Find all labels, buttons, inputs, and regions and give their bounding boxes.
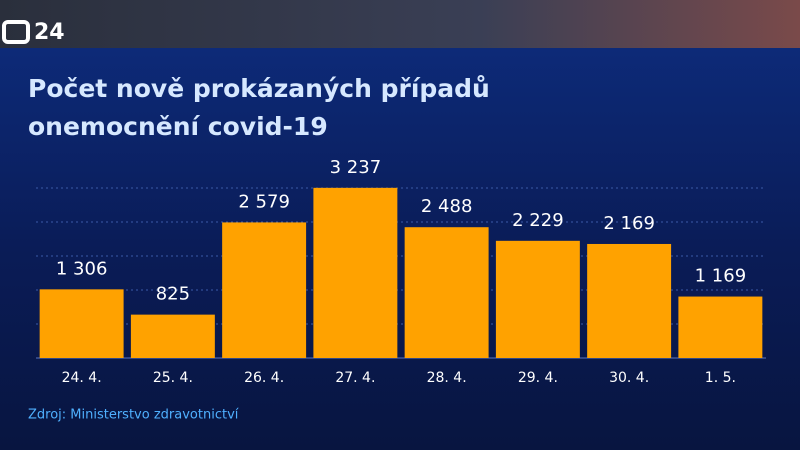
x-tick-label: 26. 4. <box>244 370 284 386</box>
x-tick-label: 27. 4. <box>335 370 375 386</box>
x-tick-label: 24. 4. <box>62 370 102 386</box>
bar <box>495 240 580 358</box>
bar <box>313 187 398 358</box>
bar <box>587 243 672 358</box>
bar <box>39 289 124 358</box>
source: Zdroj: Ministerstvo zdravotnictví <box>28 408 239 423</box>
channel-logo: 24 <box>34 20 65 45</box>
bar <box>130 314 215 358</box>
value-label: 1 306 <box>56 258 108 279</box>
value-label: 2 579 <box>238 191 290 212</box>
value-label: 2 488 <box>421 196 473 217</box>
top-strip <box>0 0 800 50</box>
value-label: 825 <box>156 284 190 305</box>
bar <box>222 222 307 358</box>
logo: 24 <box>2 20 65 45</box>
x-tick-label: 29. 4. <box>518 370 558 386</box>
x-tick-label: 25. 4. <box>153 370 193 386</box>
bar <box>404 227 489 358</box>
value-label: 2 169 <box>603 213 655 234</box>
value-label: 1 169 <box>695 266 747 287</box>
value-label: 3 237 <box>330 157 382 178</box>
value-label: 2 229 <box>512 210 564 231</box>
x-tick-label: 1. 5. <box>705 370 736 386</box>
bar <box>678 296 763 358</box>
x-tick-label: 30. 4. <box>609 370 649 386</box>
x-tick-label: 28. 4. <box>427 370 467 386</box>
chart-title: Počet nově prokázaných případů onemocněn… <box>28 74 490 141</box>
